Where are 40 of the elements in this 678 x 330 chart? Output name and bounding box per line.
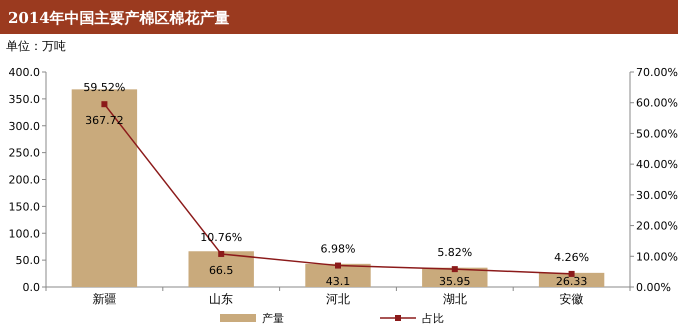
- y-axis-title: 单位：万吨: [6, 39, 66, 53]
- data-label: 4.26%: [554, 250, 590, 264]
- y-tick-label: 0.0: [22, 281, 40, 294]
- legend-label: 占比: [422, 312, 444, 325]
- y-tick-label: 200.0: [8, 174, 40, 186]
- data-label: 6.98%: [320, 242, 356, 256]
- point: [568, 270, 575, 277]
- data-label: 35.95: [439, 275, 471, 288]
- y-tick-label: 400.0: [8, 66, 40, 79]
- y-tick-label: 350.0: [8, 92, 40, 106]
- y-tick-label: 300.0: [8, 120, 40, 133]
- y2-tick-label: 10.00%: [636, 250, 678, 264]
- point: [452, 266, 458, 272]
- y-tick-label: 50.0: [16, 254, 40, 268]
- data-label: 43.1: [326, 275, 350, 288]
- point: [335, 262, 341, 269]
- point: [101, 101, 108, 108]
- data-label: 66.5: [208, 264, 234, 277]
- x-tick-label: 湖北: [442, 292, 467, 306]
- legend-label: 产量: [262, 312, 284, 325]
- x-tick-label: 山东: [209, 292, 234, 306]
- y2-tick-label: 60.00%: [636, 96, 678, 110]
- data-label: 26.33: [556, 275, 588, 288]
- chart-title: 2014年中国主要产棉区棉花产量: [8, 9, 230, 27]
- y-tick-label: 150.0: [8, 200, 40, 214]
- data-label: 59.52%: [83, 81, 126, 94]
- y2-tick-label: 20.00%: [636, 220, 678, 233]
- y2-tick-label: 0.00%: [636, 281, 671, 294]
- data-label: 5.82%: [437, 246, 472, 260]
- y2-tick-label: 50.00%: [636, 127, 678, 140]
- x-tick-label: 新疆: [92, 292, 116, 306]
- y-tick-label: 100.0: [8, 227, 40, 240]
- x-tick-label: 安徽: [560, 292, 584, 306]
- y2-tick-label: 30.00%: [636, 188, 678, 202]
- point: [218, 250, 224, 257]
- y2-tick-label: 40.00%: [636, 158, 678, 172]
- bar: [188, 251, 254, 287]
- y-tick-label: 250.0: [8, 146, 40, 160]
- y2-tick-label: 70.00%: [636, 66, 678, 79]
- x-tick-label: 河北: [326, 292, 350, 306]
